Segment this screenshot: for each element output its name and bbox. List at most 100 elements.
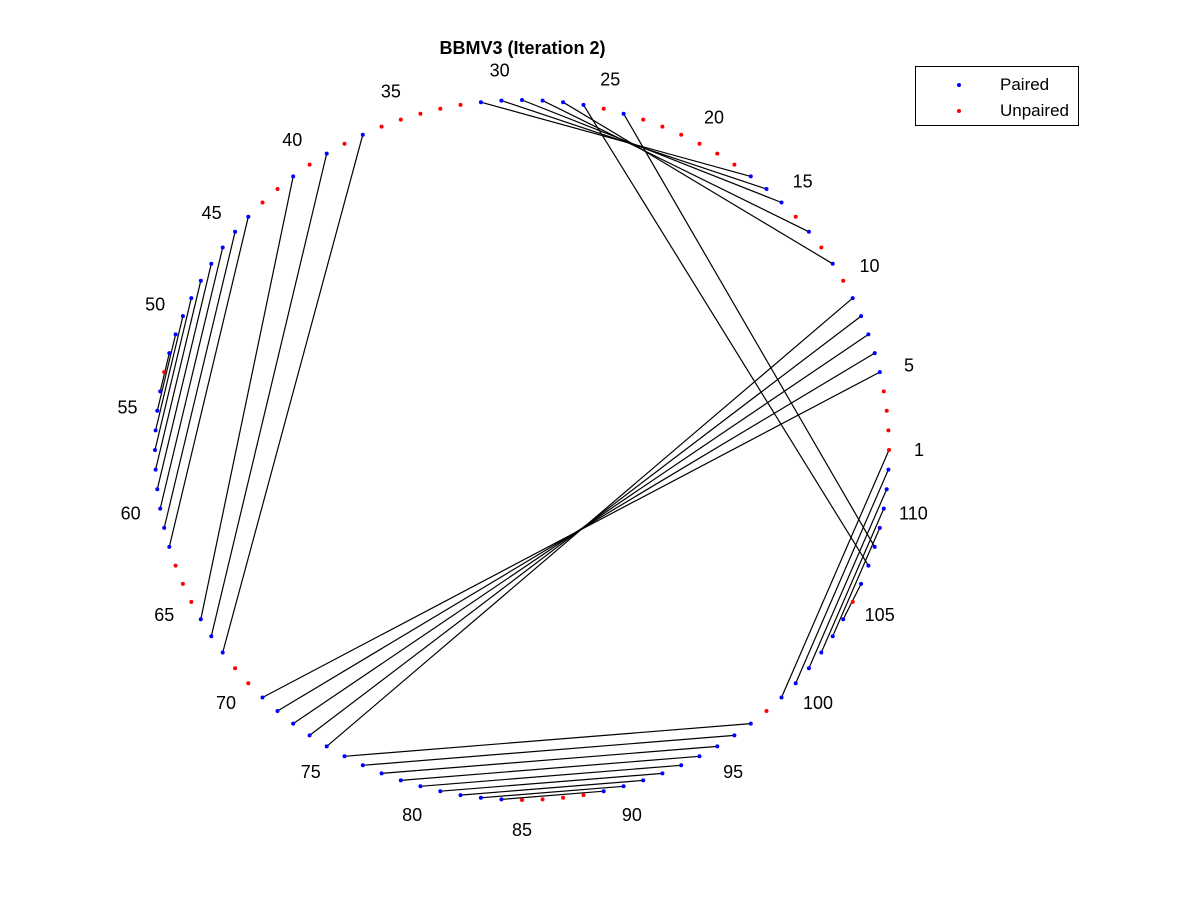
position-label-80: 80 bbox=[402, 805, 422, 825]
position-label-10: 10 bbox=[859, 256, 879, 276]
pair-line-45-61 bbox=[163, 231, 236, 529]
pair-line-41-66 bbox=[200, 176, 294, 620]
unpaired-point-105 bbox=[850, 599, 855, 604]
paired-point-52 bbox=[167, 351, 172, 356]
unpaired-point-21 bbox=[679, 132, 684, 137]
paired-point-16 bbox=[764, 187, 769, 191]
position-label-85: 85 bbox=[512, 820, 532, 840]
paired-point-78 bbox=[379, 771, 384, 776]
pair-line-39-67 bbox=[210, 153, 328, 637]
paired-point-110 bbox=[881, 506, 886, 511]
pair-line-78-95 bbox=[381, 745, 718, 774]
paired-point-27 bbox=[561, 100, 566, 105]
unpaired-point-22 bbox=[660, 124, 665, 129]
pair-line-11-27 bbox=[562, 101, 834, 265]
position-label-15: 15 bbox=[793, 171, 813, 191]
unpaired-point-20 bbox=[697, 141, 702, 146]
paired-point-29 bbox=[520, 98, 524, 102]
paired-point-89 bbox=[601, 789, 606, 794]
paired-point-107 bbox=[866, 563, 871, 568]
pair-line-37-68 bbox=[222, 134, 364, 653]
unpaired-point-18 bbox=[732, 162, 737, 167]
position-label-50: 50 bbox=[145, 295, 165, 315]
unpaired-point-10 bbox=[841, 278, 846, 283]
paired-point-91 bbox=[641, 778, 646, 783]
paired-point-11 bbox=[830, 261, 835, 266]
position-label-40: 40 bbox=[282, 130, 302, 150]
paired-point-59 bbox=[155, 487, 160, 492]
pair-line-76-97 bbox=[344, 723, 751, 757]
pair-line-79-94 bbox=[400, 755, 700, 781]
paired-point-76 bbox=[342, 754, 347, 759]
paired-point-49 bbox=[189, 296, 194, 301]
paired-point-106 bbox=[859, 581, 864, 586]
pair-line-81-92 bbox=[440, 772, 663, 792]
position-label-60: 60 bbox=[121, 504, 141, 524]
paired-point-112 bbox=[886, 467, 891, 472]
position-label-35: 35 bbox=[381, 81, 401, 101]
position-label-95: 95 bbox=[723, 762, 743, 782]
paired-point-93 bbox=[679, 763, 684, 768]
paired-point-79 bbox=[398, 778, 403, 783]
unpaired-point-64 bbox=[180, 581, 185, 586]
paired-point-47 bbox=[209, 261, 214, 266]
position-label-45: 45 bbox=[202, 203, 222, 223]
paired-point-100 bbox=[793, 681, 798, 686]
paired-point-13 bbox=[806, 229, 811, 234]
unpaired-point-36 bbox=[379, 124, 384, 129]
paired-point-82 bbox=[458, 793, 463, 798]
unpaired-point-25 bbox=[601, 106, 606, 111]
paired-point-101 bbox=[806, 666, 811, 671]
paired-point-102 bbox=[819, 650, 824, 655]
paired-point-50 bbox=[180, 314, 185, 319]
paired-point-96 bbox=[732, 733, 737, 738]
paired-point-7 bbox=[866, 332, 871, 337]
unpaired-point-40 bbox=[307, 162, 312, 167]
paired-point-81 bbox=[438, 789, 443, 794]
position-label-25: 25 bbox=[600, 70, 620, 90]
nucleotide-points bbox=[153, 98, 891, 802]
pair-line-99-113 bbox=[780, 449, 890, 698]
unpaired-point-42 bbox=[275, 187, 280, 191]
chart-title: BBMV3 (Iteration 2) bbox=[439, 38, 606, 58]
unpaired-point-38 bbox=[342, 141, 347, 146]
legend-label-unpaired: Unpaired bbox=[1000, 101, 1069, 120]
pair-line-47-59 bbox=[156, 263, 212, 490]
paired-point-66 bbox=[198, 617, 203, 622]
unpaired-point-63 bbox=[173, 563, 178, 568]
legend-entry-paired: Paired bbox=[916, 73, 1049, 97]
legend-entry-unpaired: Unpaired bbox=[916, 99, 1069, 123]
paired-point-60 bbox=[158, 506, 163, 511]
paired-point-30 bbox=[499, 98, 504, 103]
pair-line-101-111 bbox=[808, 488, 888, 669]
paired-point-67 bbox=[209, 634, 214, 639]
unpaired-point-23 bbox=[641, 117, 646, 122]
position-label-90: 90 bbox=[622, 805, 642, 825]
paired-point-5 bbox=[877, 370, 882, 375]
paired-point-28 bbox=[540, 98, 545, 103]
paired-point-44 bbox=[246, 214, 251, 219]
paired-point-72 bbox=[275, 709, 280, 713]
paired-point-103 bbox=[830, 634, 835, 639]
pair-line-44-62 bbox=[168, 216, 249, 548]
paired-point-104 bbox=[841, 617, 846, 622]
pair-line-51-55 bbox=[156, 334, 177, 411]
paired-point-9 bbox=[850, 296, 855, 301]
paired-point-6 bbox=[872, 351, 877, 356]
pair-line-84-89 bbox=[501, 790, 604, 800]
paired-point-90 bbox=[621, 784, 626, 789]
unpaired-point-85 bbox=[520, 798, 524, 802]
pair-line-26-107 bbox=[582, 104, 869, 566]
paired-point-41 bbox=[291, 174, 296, 179]
position-label-105: 105 bbox=[865, 605, 895, 625]
unpaired-point-19 bbox=[715, 151, 720, 156]
unpaired-point-2 bbox=[886, 428, 891, 433]
paired-point-15 bbox=[779, 200, 784, 205]
unpaired-point-87 bbox=[561, 795, 566, 800]
paired-point-83 bbox=[478, 795, 483, 800]
unpaired-marker-icon bbox=[957, 109, 961, 113]
pair-line-102-110 bbox=[820, 508, 885, 653]
paired-point-24 bbox=[621, 111, 626, 116]
paired-point-26 bbox=[581, 102, 586, 107]
position-label-20: 20 bbox=[704, 107, 724, 127]
